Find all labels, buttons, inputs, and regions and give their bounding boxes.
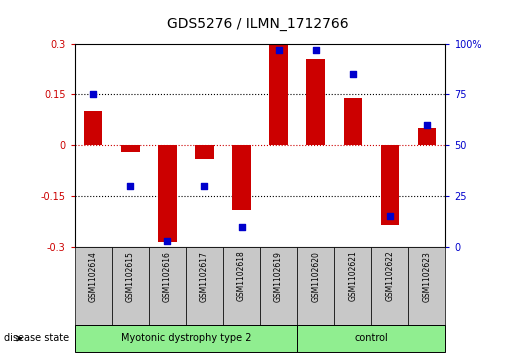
- Text: Myotonic dystrophy type 2: Myotonic dystrophy type 2: [121, 334, 251, 343]
- Text: GSM1102616: GSM1102616: [163, 251, 172, 302]
- Text: GSM1102623: GSM1102623: [422, 251, 432, 302]
- Text: GSM1102622: GSM1102622: [385, 251, 394, 302]
- Text: GDS5276 / ILMN_1712766: GDS5276 / ILMN_1712766: [167, 17, 348, 30]
- Bar: [297, 247, 334, 325]
- Bar: [334, 247, 371, 325]
- Point: [386, 213, 394, 219]
- Bar: [84, 111, 102, 145]
- Point: [200, 183, 209, 189]
- Bar: [418, 128, 436, 145]
- Bar: [408, 247, 445, 325]
- Bar: [112, 247, 149, 325]
- Text: GSM1102621: GSM1102621: [348, 251, 357, 302]
- Text: GSM1102617: GSM1102617: [200, 251, 209, 302]
- Point: [89, 91, 97, 97]
- Text: GSM1102615: GSM1102615: [126, 251, 135, 302]
- Bar: [75, 247, 112, 325]
- Text: control: control: [354, 334, 388, 343]
- Point: [237, 224, 246, 229]
- Text: GSM1102620: GSM1102620: [311, 251, 320, 302]
- Text: disease state: disease state: [5, 334, 70, 343]
- Bar: [195, 145, 214, 159]
- Point: [126, 183, 134, 189]
- Point: [423, 122, 431, 128]
- Bar: [371, 247, 408, 325]
- Text: GSM1102614: GSM1102614: [89, 251, 98, 302]
- Bar: [75, 325, 297, 352]
- Bar: [297, 325, 445, 352]
- Point: [312, 47, 320, 53]
- Point: [163, 238, 171, 244]
- Bar: [158, 145, 177, 242]
- Bar: [149, 247, 186, 325]
- Bar: [260, 247, 297, 325]
- Point: [274, 47, 283, 53]
- Bar: [223, 247, 260, 325]
- Bar: [186, 247, 223, 325]
- Bar: [121, 145, 140, 152]
- Bar: [381, 145, 399, 225]
- Bar: [269, 45, 288, 145]
- Bar: [306, 59, 325, 145]
- Bar: [344, 98, 362, 145]
- Text: GSM1102618: GSM1102618: [237, 251, 246, 302]
- Point: [349, 71, 357, 77]
- Bar: [232, 145, 251, 209]
- Legend: transformed count, percentile rank within the sample: transformed count, percentile rank withi…: [74, 360, 244, 363]
- Text: GSM1102619: GSM1102619: [274, 251, 283, 302]
